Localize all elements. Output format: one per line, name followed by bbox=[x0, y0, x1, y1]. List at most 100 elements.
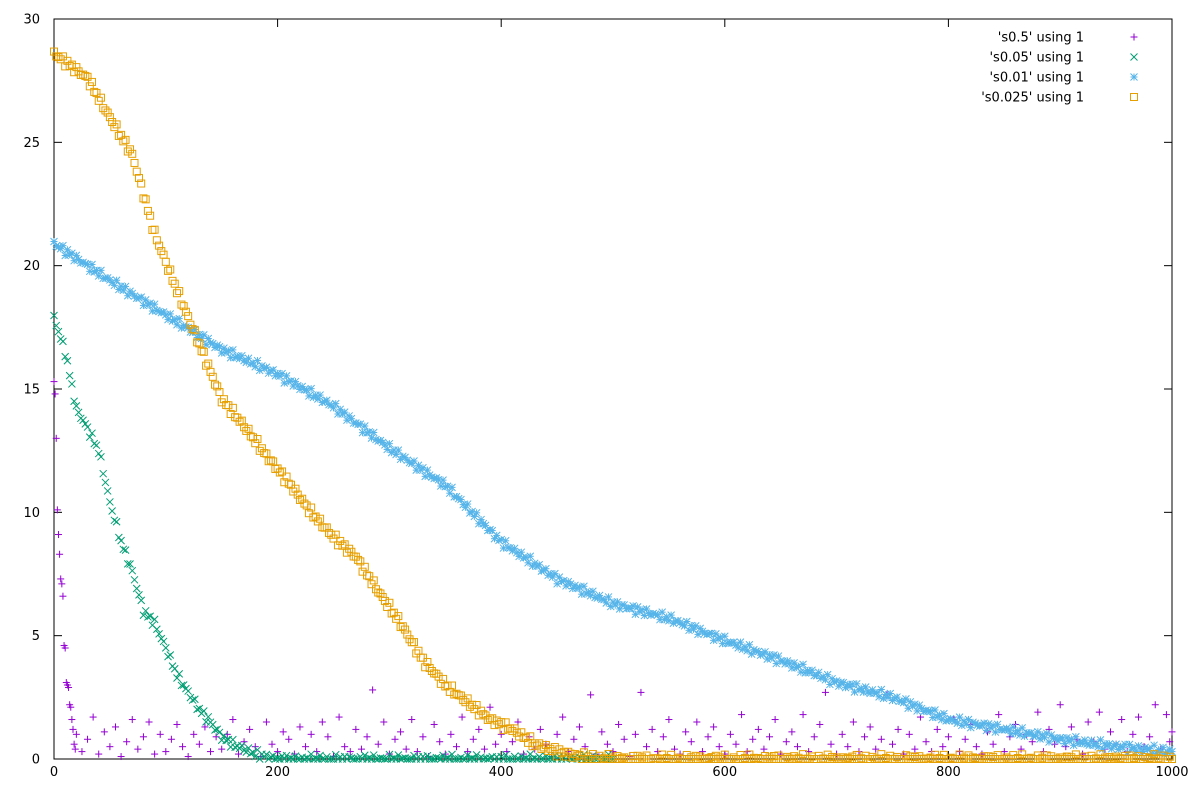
series-3 bbox=[50, 237, 1176, 758]
data-point bbox=[1166, 738, 1174, 746]
data-point bbox=[67, 60, 76, 69]
data-point bbox=[682, 750, 691, 759]
data-point bbox=[255, 755, 264, 763]
data-point bbox=[246, 749, 255, 758]
data-point bbox=[694, 630, 702, 639]
data-point bbox=[167, 735, 175, 743]
data-point bbox=[246, 725, 254, 733]
data-point bbox=[206, 367, 215, 376]
data-point bbox=[137, 596, 146, 605]
data-point bbox=[506, 755, 514, 763]
data-point bbox=[448, 483, 456, 492]
y-tick-label: 15 bbox=[23, 383, 40, 398]
data-point bbox=[1151, 701, 1159, 709]
data-point bbox=[570, 735, 578, 743]
data-point bbox=[501, 718, 510, 727]
data-point bbox=[100, 728, 108, 736]
data-point bbox=[184, 312, 193, 321]
data-point bbox=[54, 531, 62, 539]
data-point bbox=[316, 751, 324, 760]
data-point bbox=[175, 314, 184, 323]
data-point bbox=[204, 712, 213, 721]
data-point bbox=[580, 582, 588, 591]
data-point bbox=[173, 720, 181, 728]
data-point bbox=[168, 276, 177, 285]
data-point bbox=[905, 730, 913, 738]
data-point bbox=[262, 718, 270, 726]
data-point bbox=[99, 104, 108, 113]
data-point bbox=[88, 429, 96, 438]
data-point bbox=[110, 123, 119, 132]
data-point bbox=[394, 612, 403, 621]
data-point bbox=[228, 403, 237, 412]
data-point bbox=[123, 147, 132, 156]
data-point bbox=[59, 592, 67, 600]
data-point bbox=[1134, 713, 1142, 721]
data-point bbox=[173, 674, 181, 682]
data-point bbox=[229, 346, 237, 354]
data-point bbox=[251, 439, 260, 448]
data-point bbox=[1056, 701, 1064, 709]
data-point bbox=[564, 748, 572, 756]
data-point bbox=[710, 723, 718, 731]
data-point bbox=[1034, 708, 1042, 716]
data-point bbox=[352, 725, 360, 733]
data-point bbox=[989, 740, 997, 748]
x-tick-label: 800 bbox=[936, 765, 961, 780]
data-point bbox=[421, 472, 430, 481]
data-point bbox=[911, 745, 919, 753]
data-point bbox=[714, 755, 723, 763]
data-point bbox=[704, 733, 712, 741]
data-point bbox=[1118, 716, 1126, 724]
data-point bbox=[587, 691, 595, 699]
data-point bbox=[134, 745, 142, 753]
data-point bbox=[190, 730, 198, 738]
data-point bbox=[257, 753, 265, 761]
data-point bbox=[208, 372, 217, 381]
data-point bbox=[188, 696, 197, 704]
data-point bbox=[687, 738, 695, 746]
data-point bbox=[372, 755, 380, 763]
data-point bbox=[213, 725, 222, 734]
data-point bbox=[79, 70, 88, 79]
data-point bbox=[251, 743, 259, 751]
data-point bbox=[667, 611, 675, 619]
data-point bbox=[340, 408, 349, 416]
data-point bbox=[570, 750, 579, 759]
data-point bbox=[1067, 723, 1075, 731]
data-point bbox=[575, 723, 583, 731]
data-point bbox=[257, 444, 266, 453]
data-point bbox=[137, 179, 146, 188]
data-point bbox=[363, 733, 371, 741]
data-point bbox=[195, 704, 204, 713]
data-point bbox=[155, 241, 164, 250]
series-2 bbox=[50, 311, 617, 763]
data-point bbox=[346, 748, 354, 756]
data-point bbox=[331, 399, 340, 408]
data-point bbox=[472, 508, 481, 517]
data-point bbox=[119, 545, 128, 554]
data-point bbox=[275, 468, 284, 477]
data-point bbox=[430, 720, 438, 728]
data-point bbox=[164, 266, 173, 275]
data-point bbox=[287, 754, 295, 762]
data-point bbox=[307, 730, 315, 738]
data-point bbox=[148, 226, 157, 235]
data-point bbox=[242, 748, 251, 756]
data-point bbox=[307, 384, 315, 393]
x-tick-label: 200 bbox=[265, 765, 290, 780]
data-point bbox=[517, 728, 526, 737]
data-point bbox=[72, 63, 81, 72]
data-point bbox=[52, 434, 60, 442]
data-point bbox=[591, 755, 599, 763]
data-point bbox=[423, 658, 432, 667]
data-point bbox=[264, 457, 273, 466]
data-point bbox=[436, 482, 445, 490]
data-point bbox=[464, 748, 472, 756]
data-point bbox=[139, 733, 147, 741]
data-point bbox=[70, 397, 78, 406]
data-point bbox=[89, 713, 97, 721]
data-point bbox=[81, 71, 90, 80]
data-point bbox=[220, 732, 228, 740]
data-point bbox=[423, 751, 432, 760]
